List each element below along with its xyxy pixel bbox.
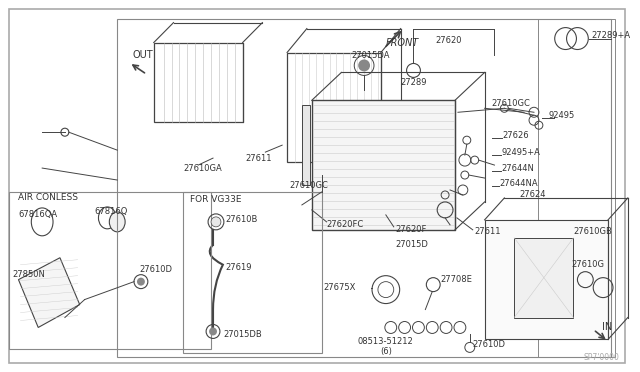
Ellipse shape	[109, 212, 125, 232]
Text: 27611: 27611	[475, 227, 501, 236]
Bar	[484, 220, 608, 339]
Bar	[538, 19, 615, 357]
Circle shape	[358, 60, 370, 71]
Text: 67816QA: 67816QA	[19, 211, 58, 219]
Bar	[312, 100, 455, 230]
Circle shape	[209, 327, 217, 336]
Text: 27626: 27626	[502, 131, 529, 140]
Text: 27015DB: 27015DB	[223, 330, 262, 339]
Text: 27624: 27624	[519, 190, 546, 199]
Text: 27610GA: 27610GA	[184, 164, 222, 173]
Text: 08513-51212: 08513-51212	[358, 337, 413, 346]
Bar	[8, 192, 211, 349]
Circle shape	[137, 278, 145, 286]
Text: 27289: 27289	[400, 78, 427, 87]
Text: 27610B: 27610B	[226, 215, 258, 224]
Text: 27620F: 27620F	[396, 225, 427, 234]
Text: 27850N: 27850N	[13, 270, 45, 279]
Bar	[117, 19, 611, 357]
Text: 67816Q: 67816Q	[95, 208, 128, 217]
Text: 27015DA: 27015DA	[351, 51, 390, 60]
Text: (6): (6)	[380, 347, 392, 356]
Bar	[514, 238, 573, 318]
Text: 27611: 27611	[246, 154, 272, 163]
Text: 92495+A: 92495+A	[501, 148, 540, 157]
Text: 27620: 27620	[435, 36, 461, 45]
Circle shape	[211, 217, 221, 227]
Text: 27610G: 27610G	[572, 260, 605, 269]
Text: AIR CONLESS: AIR CONLESS	[19, 193, 79, 202]
Text: OUT: OUT	[132, 51, 153, 61]
Text: 27610D: 27610D	[139, 265, 172, 274]
Text: 27620FC: 27620FC	[326, 220, 364, 230]
Text: 27289+A: 27289+A	[591, 31, 630, 40]
Text: SP7'0000: SP7'0000	[583, 353, 620, 362]
Text: 27610GB: 27610GB	[573, 227, 612, 236]
Text: 27708E: 27708E	[440, 275, 472, 284]
Text: 27644N: 27644N	[501, 164, 534, 173]
Text: 27610GC: 27610GC	[492, 99, 531, 108]
Text: IN: IN	[602, 323, 612, 333]
Text: 92495: 92495	[548, 111, 575, 120]
Bar	[184, 192, 322, 353]
Bar	[302, 105, 310, 185]
Text: FOR VG33E: FOR VG33E	[190, 195, 242, 205]
Text: 27644NA: 27644NA	[499, 179, 538, 187]
Text: FRONT: FRONT	[386, 38, 419, 48]
Text: 27015D: 27015D	[396, 240, 429, 249]
Text: 27619: 27619	[226, 263, 252, 272]
Text: 27610GC: 27610GC	[289, 180, 328, 189]
Text: 27675X: 27675X	[324, 283, 356, 292]
Text: 27610D: 27610D	[473, 340, 506, 349]
Bar	[154, 42, 243, 122]
Polygon shape	[19, 258, 80, 327]
Bar	[287, 52, 381, 162]
